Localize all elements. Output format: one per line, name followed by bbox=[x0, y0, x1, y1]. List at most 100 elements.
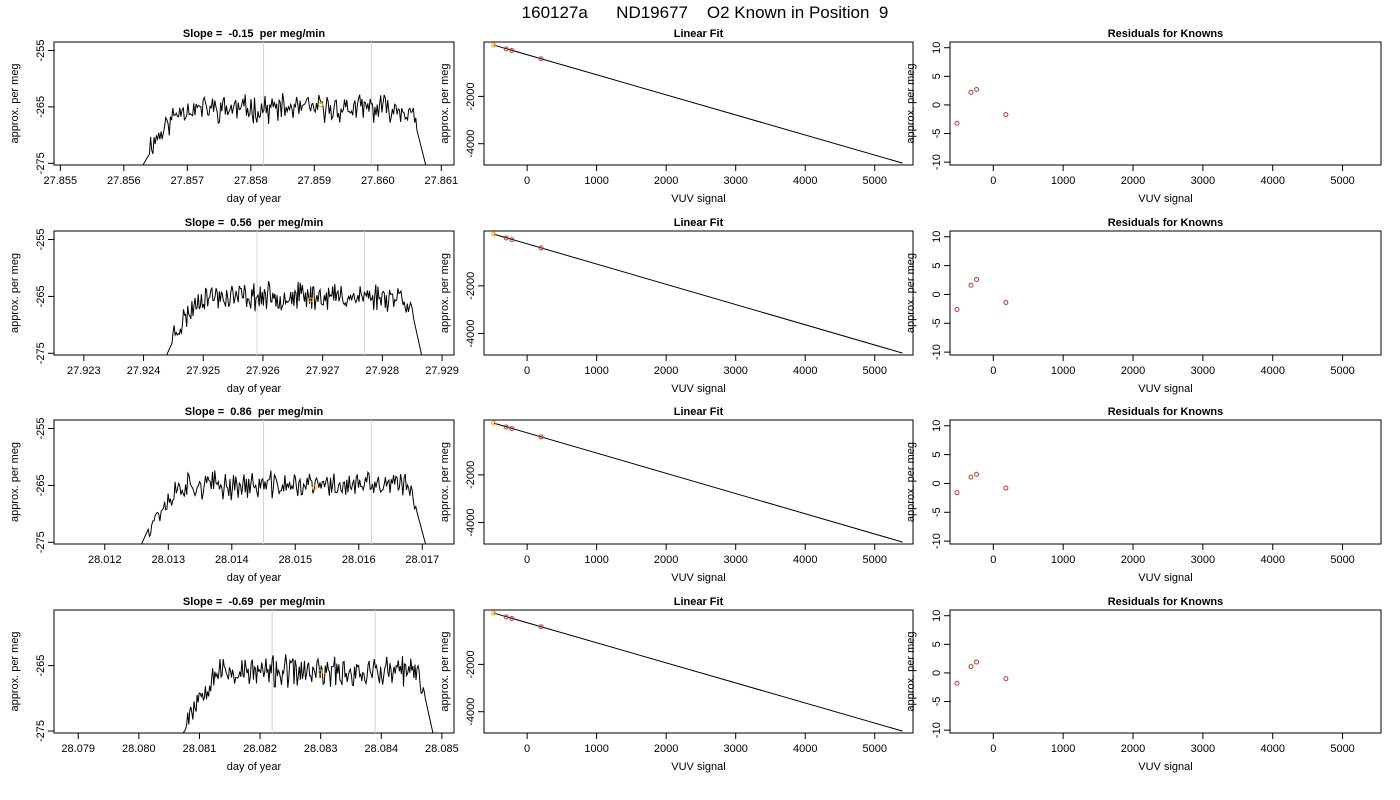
panel-r3-c2: Linear Fit 0 1000 2000 3000 4000 5000 -2000 -400… bbox=[439, 406, 914, 584]
x-tick-label: 0 bbox=[990, 365, 996, 377]
x-tick-label: 28.013 bbox=[151, 554, 185, 566]
x-tick-label: 1000 bbox=[584, 175, 608, 187]
x-tick-label: 27.927 bbox=[306, 365, 340, 377]
x-axis-label: day of year bbox=[227, 761, 282, 773]
panel-title: Residuals for Knowns bbox=[1108, 217, 1224, 229]
x-tick-label: 27.928 bbox=[366, 365, 400, 377]
known-point-marker bbox=[1003, 112, 1009, 118]
y-tick-label: -5 bbox=[931, 697, 943, 707]
current-point-marker bbox=[311, 485, 317, 491]
y-tick-label: 0 bbox=[931, 291, 943, 297]
y-tick-label: -275 bbox=[35, 152, 47, 174]
panel-title: Slope = -0.15 per meg/min bbox=[183, 28, 325, 40]
y-axis-label: approx. per meg bbox=[905, 253, 917, 333]
y-tick-label: -265 bbox=[35, 285, 47, 307]
y-tick-label: 10 bbox=[931, 42, 943, 54]
panel-title: Slope = 0.56 per meg/min bbox=[185, 217, 324, 229]
known-point-marker bbox=[509, 48, 515, 54]
data-trace-line bbox=[182, 654, 434, 733]
x-tick-label: 28.080 bbox=[122, 743, 156, 755]
x-axis-label: day of year bbox=[227, 572, 282, 584]
y-tick-label: 5 bbox=[931, 263, 943, 269]
known-point-marker bbox=[538, 624, 544, 630]
y-tick-label: -5 bbox=[931, 318, 943, 328]
x-tick-label: 27.857 bbox=[171, 175, 205, 187]
y-tick-label: -255 bbox=[35, 39, 47, 61]
plot-area bbox=[954, 86, 1009, 126]
panel-r3-c3: Residuals for Knowns 0 1000 2000 3000 4000 500… bbox=[905, 406, 1382, 584]
x-tick-label: 28.017 bbox=[405, 554, 439, 566]
x-tick-label: 27.925 bbox=[186, 365, 220, 377]
x-tick-label: 1000 bbox=[1051, 554, 1075, 566]
data-trace-line bbox=[166, 280, 423, 355]
y-tick-label: 10 bbox=[931, 420, 943, 432]
x-tick-label: 2000 bbox=[1121, 175, 1145, 187]
known-point-marker bbox=[509, 426, 515, 432]
known-point-marker bbox=[1003, 300, 1009, 306]
y-tick-label: -10 bbox=[931, 154, 943, 170]
x-tick-label: 5000 bbox=[1330, 743, 1354, 755]
current-point-marker bbox=[491, 420, 497, 426]
y-axis-label: approx. per meg bbox=[439, 63, 451, 143]
x-axis-label: VUV signal bbox=[1138, 761, 1192, 773]
x-tick-label: 2000 bbox=[654, 175, 678, 187]
known-point-marker bbox=[968, 664, 974, 670]
x-tick-label: 28.082 bbox=[243, 743, 277, 755]
y-axis-label: approx. per meg bbox=[439, 442, 451, 522]
x-tick-label: 27.855 bbox=[44, 175, 78, 187]
panel-title: Slope = -0.69 per meg/min bbox=[183, 596, 325, 608]
y-tick-label: -5 bbox=[931, 129, 943, 139]
x-tick-label: 1000 bbox=[584, 743, 608, 755]
panel-r4-c3: Residuals for Knowns 0 1000 2000 3000 4000 500… bbox=[905, 596, 1382, 773]
y-tick-label: -265 bbox=[35, 96, 47, 118]
y-tick-label: 10 bbox=[931, 231, 943, 243]
x-tick-label: 3000 bbox=[1191, 554, 1215, 566]
y-tick-label: 0 bbox=[931, 480, 943, 486]
plot-frame bbox=[53, 230, 455, 356]
plot-area bbox=[142, 42, 427, 165]
plot-area bbox=[954, 276, 1009, 312]
panel-r4-c1: Slope = -0.69 per meg/min 28.079 28.080 28.… bbox=[9, 596, 459, 773]
x-axis-label: VUV signal bbox=[671, 761, 725, 773]
known-point-marker bbox=[974, 86, 980, 92]
x-tick-label: 0 bbox=[990, 554, 996, 566]
plot-frame bbox=[483, 230, 914, 356]
y-axis-label: approx. per meg bbox=[9, 253, 21, 333]
x-tick-label: 2000 bbox=[654, 743, 678, 755]
x-axis-label: VUV signal bbox=[1138, 383, 1192, 395]
plot-area bbox=[491, 420, 903, 543]
x-tick-label: 28.081 bbox=[183, 743, 217, 755]
x-tick-label: 3000 bbox=[723, 743, 747, 755]
plot-area bbox=[182, 610, 434, 733]
x-tick-label: 2000 bbox=[654, 554, 678, 566]
known-point-marker bbox=[1003, 676, 1009, 682]
plot-frame bbox=[483, 419, 914, 545]
y-tick-label: -255 bbox=[35, 418, 47, 440]
y-axis-label: approx. per meg bbox=[9, 631, 21, 711]
known-point-marker bbox=[954, 306, 960, 312]
known-point-marker bbox=[503, 46, 509, 52]
y-tick-label: 0 bbox=[931, 670, 943, 676]
panel-r1-c1: Slope = -0.15 per meg/min 27.855 27.856 27.… bbox=[9, 28, 458, 205]
known-point-marker bbox=[503, 235, 509, 241]
fit-line bbox=[493, 44, 903, 164]
x-tick-label: 0 bbox=[524, 365, 530, 377]
x-tick-label: 28.085 bbox=[425, 743, 459, 755]
y-tick-label: -265 bbox=[35, 474, 47, 496]
current-point-marker bbox=[491, 231, 497, 237]
y-tick-label: 5 bbox=[931, 452, 943, 458]
fit-line bbox=[493, 233, 903, 354]
x-tick-label: 5000 bbox=[1330, 554, 1354, 566]
y-axis-label: approx. per meg bbox=[905, 442, 917, 522]
x-tick-label: 4000 bbox=[793, 743, 817, 755]
y-tick-label: -2000 bbox=[465, 650, 477, 678]
x-tick-label: 1000 bbox=[1051, 365, 1075, 377]
x-tick-label: 0 bbox=[990, 175, 996, 187]
x-tick-label: 4000 bbox=[1260, 365, 1284, 377]
figure-title: 160127a ND19677 O2 Known in Position 9 bbox=[522, 3, 889, 22]
y-tick-label: -2000 bbox=[465, 82, 477, 110]
plot-area bbox=[141, 420, 427, 544]
x-axis-label: VUV signal bbox=[671, 572, 725, 584]
y-tick-label: -10 bbox=[931, 533, 943, 549]
